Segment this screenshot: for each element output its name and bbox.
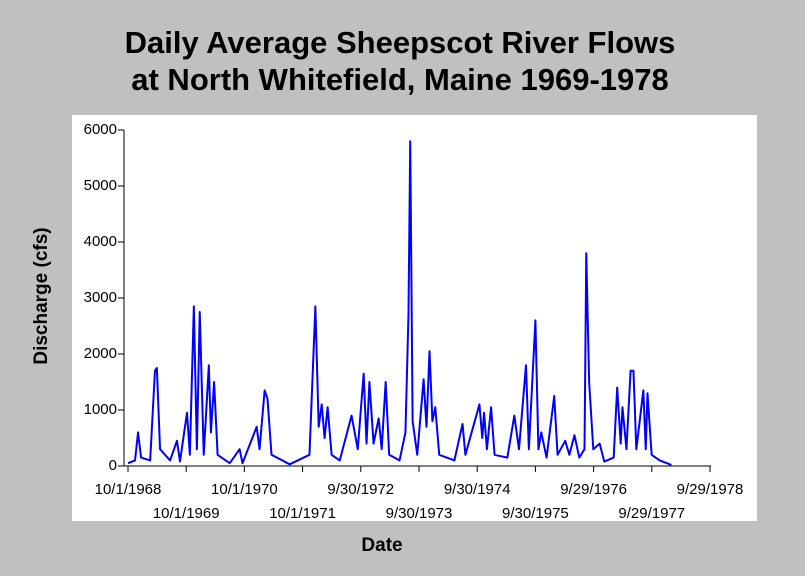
y-tick-label: 0 (109, 457, 117, 474)
y-tick-label: 6000 (84, 121, 117, 138)
x-tick-label: 9/29/1977 (618, 505, 685, 522)
x-tick-label: 10/1/1969 (153, 505, 220, 522)
x-tick-label: 9/30/1972 (327, 481, 394, 498)
x-tick-label: 9/30/1974 (444, 481, 511, 498)
y-tick-label: 5000 (84, 177, 117, 194)
y-tick-label: 3000 (84, 289, 117, 306)
flow-line (127, 140, 672, 466)
y-tick-label: 1000 (84, 401, 117, 418)
chart-title: at North Whitefield, Maine 1969-1978 (131, 62, 668, 97)
y-tick-label: 2000 (84, 345, 117, 362)
y-axis-label: Discharge (cfs) (31, 227, 52, 364)
x-tick-label: 9/30/1975 (502, 505, 569, 522)
x-axis-label: Date (361, 535, 402, 556)
x-tick-label: 10/1/1970 (211, 481, 278, 498)
x-tick-label: 9/29/1978 (677, 481, 744, 498)
x-tick-label: 9/29/1976 (560, 481, 627, 498)
x-tick-label: 9/30/1973 (386, 505, 453, 522)
y-tick-label: 4000 (84, 233, 117, 250)
plot-area (72, 115, 757, 521)
chart-title: Daily Average Sheepscot River Flows (125, 25, 676, 60)
x-tick-label: 10/1/1971 (269, 505, 336, 522)
x-tick-label: 10/1/1968 (95, 481, 162, 498)
